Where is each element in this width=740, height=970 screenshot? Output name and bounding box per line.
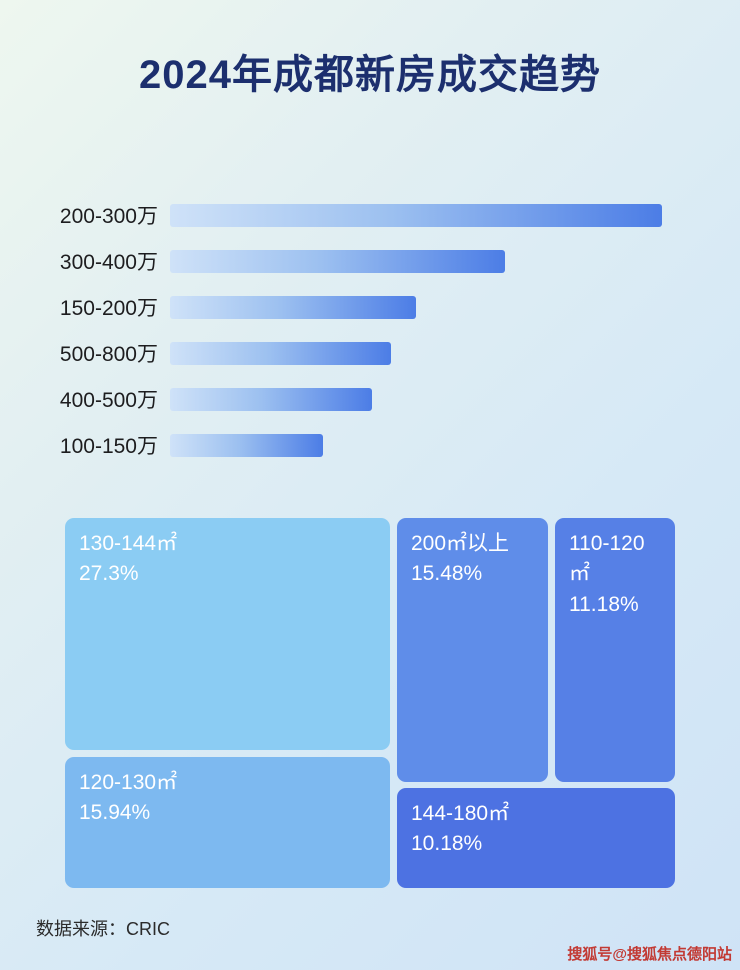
treemap-block-label: 144-180㎡ [411, 802, 510, 825]
treemap-block-label: 200㎡以上 [411, 532, 510, 555]
bar-track [170, 433, 662, 457]
bar-category-label: 300-400万 [59, 251, 158, 274]
bar-fill [170, 433, 323, 457]
bar-fill [170, 341, 392, 365]
treemap-block-value: 15.94% [79, 801, 151, 825]
bar-category-label: 150-200万 [59, 297, 158, 320]
bar-row: 100-150万 [38, 422, 740, 468]
treemap-block-label: 130-144㎡ [79, 532, 178, 555]
treemap-block-120-130: 120-130㎡ 15.94% [65, 757, 390, 888]
data-source-note: 数据来源：CRIC [36, 919, 170, 939]
bar-category-label: 500-800万 [59, 343, 158, 366]
bar-track [170, 295, 662, 319]
bar-fill [170, 203, 662, 227]
bar-row: 400-500万 [38, 376, 740, 422]
page-title: 2024年成都新房成交趋势 [139, 53, 601, 97]
bar-row: 300-400万 [38, 238, 740, 284]
treemap-block-value: 10.18% [411, 832, 483, 856]
treemap-block-value: 15.48% [411, 562, 483, 586]
bar-track [170, 387, 662, 411]
bar-row: 500-800万 [38, 330, 740, 376]
bar-category-label: 400-500万 [59, 389, 158, 412]
treemap-block-130-144: 130-144㎡ 27.3% [65, 518, 390, 750]
treemap-block-144-180: 144-180㎡ 10.18% [397, 788, 675, 888]
bar-fill [170, 295, 416, 319]
bar-row: 150-200万 [38, 284, 740, 330]
treemap-block-200-up: 200㎡以上 15.48% [397, 518, 548, 782]
area-treemap: 130-144㎡ 27.3% 200㎡以上 15.48% 110-120㎡ 11… [65, 518, 675, 888]
treemap-block-label: 120-130㎡ [79, 771, 178, 794]
bar-fill [170, 249, 505, 273]
bar-category-label: 100-150万 [59, 435, 158, 458]
treemap-block-label: 110-120㎡ [569, 532, 645, 586]
bar-category-label: 200-300万 [59, 205, 158, 228]
treemap-block-value: 11.18% [569, 592, 639, 616]
watermark-text: 搜狐号@搜狐焦点德阳站 [567, 946, 732, 963]
bar-track [170, 203, 662, 227]
bar-track [170, 341, 662, 365]
bar-row: 200-300万 [38, 192, 740, 238]
bar-track [170, 249, 662, 273]
treemap-block-value: 27.3% [79, 562, 139, 586]
bar-fill [170, 387, 372, 411]
price-bar-chart: 200-300万 300-400万 150-200万 500-800万 400-… [0, 192, 740, 468]
treemap-block-110-120: 110-120㎡ 11.18% [555, 518, 675, 782]
